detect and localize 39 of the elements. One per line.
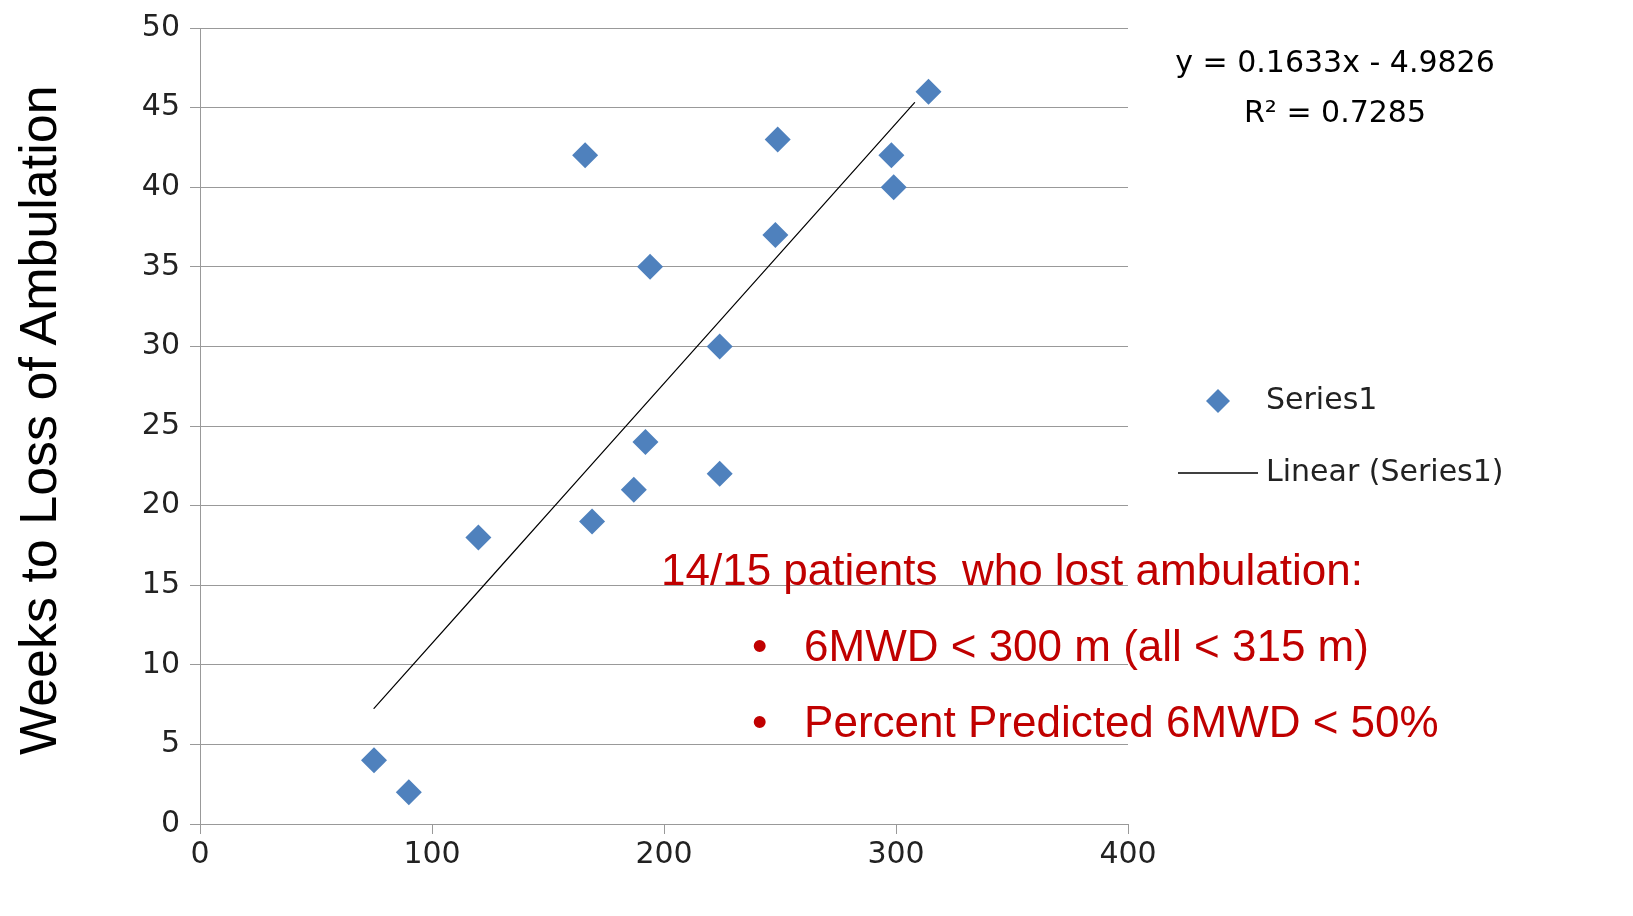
x-tick-label: 100 xyxy=(403,834,461,870)
y-tick-label: 30 xyxy=(141,326,180,362)
point xyxy=(361,747,387,774)
point xyxy=(764,126,791,153)
point xyxy=(632,428,659,455)
x-tick-label: 400 xyxy=(1099,834,1157,870)
annotation: • 6MWD < 300 m (all < 315 m) xyxy=(752,621,1369,671)
x-tick-label: 0 xyxy=(190,834,210,870)
y-tick-label: 50 xyxy=(141,7,180,43)
point xyxy=(572,142,599,169)
point xyxy=(637,253,664,280)
y-tick-label: 35 xyxy=(141,246,180,282)
y-tick-label: 10 xyxy=(141,644,180,680)
point xyxy=(880,174,907,201)
point xyxy=(915,78,942,105)
legend-label: Series1 xyxy=(1266,380,1378,416)
x-tick-label: 200 xyxy=(635,834,693,870)
y-tick-label: 5 xyxy=(160,724,180,760)
y-tick-label: 0 xyxy=(160,803,180,839)
legend-label: Linear (Series1) xyxy=(1266,452,1504,488)
point xyxy=(465,524,492,551)
annotation: 14/15 patients who lost ambulation: xyxy=(661,545,1364,595)
annotation: • Percent Predicted 6MWD < 50% xyxy=(752,697,1439,747)
point xyxy=(762,221,789,248)
point xyxy=(706,333,733,360)
text: y = 0.1633x - 4.9826 xyxy=(1175,43,1495,79)
y-tick-label: 45 xyxy=(141,87,180,123)
point xyxy=(620,476,647,503)
point xyxy=(706,460,733,487)
point xyxy=(579,508,606,535)
y-tick-label: 15 xyxy=(141,565,180,600)
point xyxy=(878,142,905,169)
y-tick-label: 20 xyxy=(141,485,180,521)
point xyxy=(395,779,422,806)
y-axis-title: Weeks to Loss of Ambulation xyxy=(8,84,68,757)
text: R² = 0.7285 xyxy=(1243,93,1427,129)
y-tick-label: 25 xyxy=(141,405,180,441)
x-tick-label: 300 xyxy=(867,834,925,870)
y-tick-label: 40 xyxy=(141,167,180,202)
